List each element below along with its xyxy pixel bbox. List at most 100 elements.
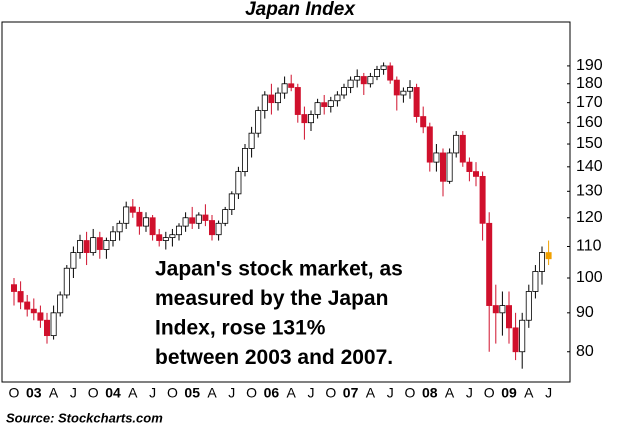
x-tick-label: J xyxy=(228,385,235,401)
candle-body xyxy=(301,114,308,124)
x-tick-label: 05 xyxy=(184,385,200,401)
candle-body xyxy=(215,222,222,236)
candle-body xyxy=(103,240,110,250)
x-tick-label: J xyxy=(70,385,77,401)
candle-body xyxy=(433,152,440,163)
x-tick-label: J xyxy=(387,385,394,401)
candle-body xyxy=(162,237,169,241)
x-tick-label: O xyxy=(325,385,336,401)
candle-body xyxy=(235,171,242,195)
y-tick-label: 80 xyxy=(576,343,594,360)
candle-body xyxy=(189,217,196,224)
y-tick-label: 140 xyxy=(576,158,603,175)
candle-body xyxy=(340,87,347,96)
y-tick-label: 120 xyxy=(576,209,603,226)
candle-body xyxy=(149,217,156,236)
y-tick-label: 160 xyxy=(576,114,603,131)
chart-title: Japan Index xyxy=(245,0,356,20)
x-tick-label: O xyxy=(167,385,178,401)
candle-body xyxy=(110,231,117,241)
candle-body xyxy=(142,217,149,227)
x-tick-label: J xyxy=(308,385,315,401)
x-tick-label: O xyxy=(88,385,99,401)
candle-body xyxy=(492,305,499,314)
candle-body xyxy=(327,100,334,107)
candle-body xyxy=(532,271,539,292)
candle-body xyxy=(426,126,433,163)
candle-body xyxy=(156,234,163,241)
candle-body xyxy=(347,79,354,88)
candle-body xyxy=(241,148,248,172)
source: Source: Stockcharts.com xyxy=(6,410,163,425)
candle-body xyxy=(367,76,374,85)
candle-body xyxy=(360,76,367,85)
y-tick-label: 110 xyxy=(576,238,602,255)
candle-body xyxy=(459,134,466,163)
candle-body xyxy=(281,83,288,94)
candle-body xyxy=(182,217,189,227)
x-tick-label: J xyxy=(466,385,473,401)
candle-body xyxy=(222,209,229,224)
candle-body xyxy=(472,171,479,177)
candle-body xyxy=(57,294,64,314)
annotation: measured by the Japan xyxy=(155,287,388,310)
candle-body xyxy=(10,284,17,292)
x-tick-label: A xyxy=(49,385,59,401)
candle-body xyxy=(274,92,281,104)
x-tick-label: A xyxy=(524,385,534,401)
candle-body xyxy=(37,312,44,321)
plot-frame xyxy=(1,21,571,383)
candle-body xyxy=(439,152,446,182)
candle-body xyxy=(268,94,275,104)
y-tick-label: 150 xyxy=(576,135,603,152)
x-tick-label: 06 xyxy=(264,385,280,401)
x-tick-label: 09 xyxy=(501,385,517,401)
x-tick-label: 08 xyxy=(422,385,438,401)
candle-body xyxy=(294,87,301,115)
y-tick-label: 190 xyxy=(576,57,603,74)
candle-body xyxy=(136,211,143,227)
x-tick-label: A xyxy=(207,385,217,401)
x-tick-label: 03 xyxy=(26,385,42,401)
x-tick-label: A xyxy=(287,385,297,401)
x-tick-label: O xyxy=(246,385,257,401)
candle-body xyxy=(446,152,453,182)
x-tick-label: 07 xyxy=(343,385,359,401)
x-tick-label: A xyxy=(445,385,455,401)
candle-body xyxy=(420,116,427,128)
y-tick-label: 180 xyxy=(576,75,603,92)
candle-body xyxy=(261,94,268,111)
candle-body xyxy=(77,240,84,253)
x-tick-label: J xyxy=(149,385,156,401)
candle-body xyxy=(545,252,552,260)
candle-body xyxy=(499,305,506,314)
candle-body xyxy=(30,308,37,314)
candle-body xyxy=(175,225,182,236)
candle-body xyxy=(50,312,57,337)
x-tick-label: A xyxy=(128,385,138,401)
candle-body xyxy=(96,237,103,250)
candle-body xyxy=(400,90,407,96)
annotation: between 2003 and 2007. xyxy=(155,346,393,369)
candle-body xyxy=(70,252,77,269)
y-tick-label: 100 xyxy=(576,269,603,286)
candle-body xyxy=(314,102,321,115)
candle-body xyxy=(24,301,31,310)
candle-body xyxy=(519,319,526,353)
candle-body xyxy=(116,222,123,233)
annotation: Index, rose 131% xyxy=(155,317,326,340)
y-tick-label: 90 xyxy=(576,304,594,321)
x-tick-label: O xyxy=(484,385,495,401)
candle-body xyxy=(479,175,486,224)
candle-body xyxy=(90,237,97,253)
candle-body xyxy=(539,252,546,272)
candle-body xyxy=(83,240,90,253)
candle-body xyxy=(393,79,400,96)
candle-body xyxy=(453,134,460,154)
candle-body xyxy=(380,65,387,70)
candle-body xyxy=(354,76,361,81)
candle-body xyxy=(321,102,328,107)
candle-body xyxy=(307,114,314,124)
candle-body xyxy=(169,234,176,239)
candle-body xyxy=(387,65,394,81)
